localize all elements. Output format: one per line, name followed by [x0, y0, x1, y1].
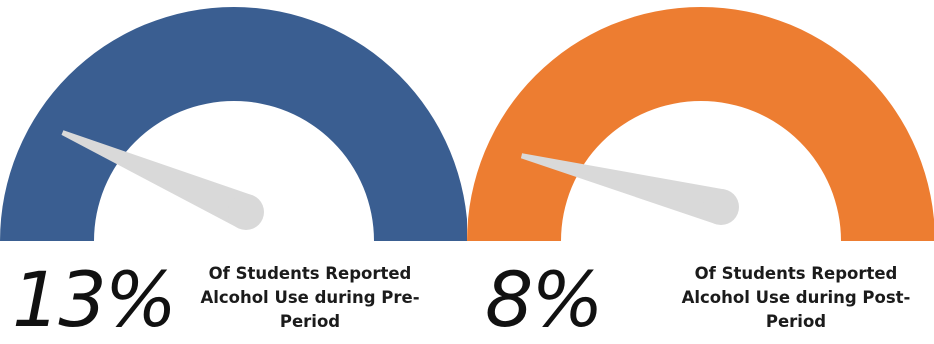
- gauge-pre-value: 13%: [12, 255, 177, 344]
- gauge-post-arc: [467, 7, 934, 241]
- gauge-post-period: 8% Of Students Reported Alcohol Use duri…: [467, 0, 934, 344]
- gauge-pre-caption-line-3: Period: [279, 312, 341, 331]
- gauge-pre-caption: Of Students Reported Alcohol Use during …: [182, 262, 438, 334]
- gauge-post-chart: [467, 7, 934, 241]
- gauge-pre-arc: [0, 7, 467, 241]
- gauge-post-value: 8%: [485, 255, 604, 344]
- gauge-pre-period: 13% Of Students Reported Alcohol Use dur…: [0, 0, 467, 344]
- gauge-post-needle-hub: [703, 189, 739, 225]
- gauge-pre-needle: [61, 130, 254, 229]
- gauge-pre-needle-hub: [228, 194, 264, 230]
- gauge-post-caption-line-2: Alcohol Use during Post-: [681, 288, 911, 307]
- gauge-post-needle: [520, 153, 726, 225]
- gauge-pre-caption-line-1: Of Students Reported: [208, 264, 412, 283]
- gauge-post-caption-line-1: Of Students Reported: [694, 264, 898, 283]
- gauge-pre-caption-line-2: Alcohol Use during Pre-: [200, 288, 420, 307]
- gauge-pre-chart: [0, 7, 467, 241]
- gauge-post-caption: Of Students Reported Alcohol Use during …: [663, 262, 929, 334]
- gauge-post-caption-line-3: Period: [765, 312, 827, 331]
